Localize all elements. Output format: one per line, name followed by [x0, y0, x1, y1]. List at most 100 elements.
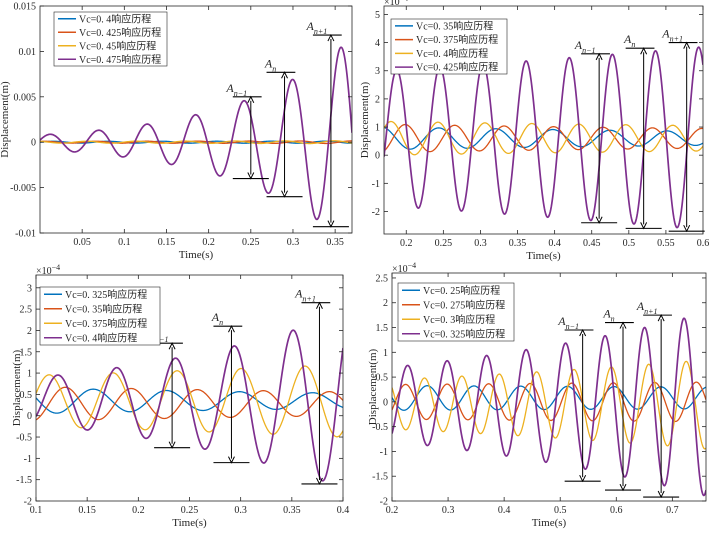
arrowhead-up	[619, 321, 627, 329]
plot-frame	[383, 5, 704, 235]
series-line-4	[392, 317, 706, 497]
y-axis-title: Displacement(m)	[367, 348, 379, 425]
x-tick-label: 0.2	[202, 237, 215, 248]
x-tick-label: 0.6	[610, 505, 623, 516]
y-axis-title: Displacement(m)	[11, 349, 23, 426]
series-line-2	[384, 123, 703, 153]
y-tick-label: -1	[24, 454, 32, 465]
x-tick-label: 0.5	[554, 505, 567, 516]
x-tick-label: 0.3	[442, 505, 455, 516]
legend-box	[39, 286, 161, 346]
x-tick-label: 0.35	[283, 505, 301, 516]
legend-entry-label: Vc=0. 325响应历程	[65, 288, 147, 301]
arrowhead-up	[683, 41, 691, 49]
x-tick-label: 0.15	[78, 505, 96, 516]
y-tick-label: 0	[31, 138, 36, 149]
legend-entry-label: Vc=0. 275响应历程	[423, 298, 505, 311]
y-axis-title: Displacement(m)	[0, 81, 11, 158]
y-tick-label: 0.5	[20, 390, 33, 401]
amplitude-label: An+1	[306, 19, 328, 36]
series-line-1	[36, 388, 343, 414]
x-axis-title: Time(s)	[526, 250, 561, 262]
y-tick-label: 2.5	[376, 273, 389, 284]
y-tick-label: -2	[372, 207, 380, 218]
x-tick-label: 0.7	[666, 505, 679, 516]
legend-entry-label: Vc=0. 25响应历程	[423, 284, 500, 297]
x-tick-label: 0.3	[287, 237, 300, 248]
arrowhead-down	[657, 490, 665, 499]
series-line-4	[40, 46, 352, 221]
arrowhead-down	[316, 477, 323, 486]
y-tick-label: 4	[375, 38, 380, 49]
legend-entry-label: Vc=0. 3响应历程	[423, 313, 495, 326]
chart-panel-3: An−1AnAn+10.10.150.20.250.30.350.4-2-1.5…	[11, 263, 349, 529]
amplitude-label: An	[623, 32, 635, 49]
amplitude-label: An−1	[557, 314, 579, 331]
arrowhead-down	[595, 216, 603, 224]
plot-frame	[39, 5, 353, 234]
arrowhead-down	[228, 456, 235, 464]
chart-panel-4: An−1 An An+1 0.2 0.3 0.4 0.5 0.6 0.7 -2 -1.5 -1 -0.5…	[367, 261, 707, 529]
legend-box	[53, 11, 168, 67]
y-tick-label: 0	[383, 397, 388, 408]
legend-entry-label: Vc=0. 35响应历程	[416, 19, 493, 32]
x-tick-label: 0.4	[548, 238, 561, 249]
y-tick-label: -1.5	[16, 475, 32, 486]
amplitude-label: An	[602, 307, 614, 324]
legend-entry-label: Vc=0. 375响应历程	[65, 317, 147, 330]
legend-entry-label: Vc=0. 4响应历程	[79, 12, 151, 25]
x-tick-label: 0.55	[657, 238, 675, 249]
arrowhead-up	[579, 328, 587, 337]
y-tick-label: 0.015	[14, 2, 37, 13]
amplitude-marker-1: An−1	[225, 81, 269, 180]
amplitude-label: An+1	[636, 299, 658, 316]
series-line-3	[40, 140, 352, 145]
arrowhead-up	[316, 301, 323, 309]
x-tick-label: 0.1	[118, 237, 131, 248]
y-tick-label: -0.01	[15, 229, 36, 240]
legend-entry-label: Vc=0. 45响应历程	[79, 39, 156, 52]
legend-entry-label: Vc=0. 475响应历程	[79, 53, 161, 66]
y-tick-label: -0.005	[10, 183, 36, 194]
arrowhead-down	[683, 224, 691, 233]
arrowhead-up	[228, 325, 235, 333]
chart-panel-2: An−1 An An+1 0.2 0.25 0.3 0.35 0.4 0.45 0.5 0.55 0.…	[359, 0, 709, 262]
legend-box	[397, 282, 515, 342]
y-tick-label: 0	[375, 151, 380, 162]
arrowhead-up	[327, 33, 335, 42]
y-tick-label: 2	[383, 298, 388, 309]
x-axis-title: Time(s)	[172, 517, 207, 529]
arrowhead-down	[619, 483, 627, 492]
y-tick-label: -1	[372, 179, 380, 190]
y-tick-label: -2	[380, 497, 388, 508]
x-tick-label: 0.25	[435, 238, 453, 249]
arrowhead-up	[168, 342, 176, 350]
chart-panel-1: An−1 An An+1 0.05 0.1 0.15 0.2 0.25 0.3 0.35 -0.01…	[0, 2, 353, 261]
y-tick-label: 1.5	[20, 347, 33, 358]
series-line-4	[36, 329, 343, 482]
x-tick-label: 0.05	[73, 237, 91, 248]
x-tick-label: 0.25	[242, 237, 260, 248]
y-tick-label: 2	[375, 94, 380, 105]
legend-entry-label: Vc=0. 425响应历程	[416, 61, 498, 74]
arrowhead-down	[579, 474, 587, 483]
y-tick-label: -0.5	[16, 433, 32, 444]
y-tick-label: -1.5	[372, 472, 388, 483]
x-tick-label: 0.2	[386, 505, 399, 516]
amplitude-marker-2: An	[264, 56, 303, 198]
legend-entry-label: Vc=0. 4响应历程	[65, 331, 137, 344]
series-line-3	[384, 120, 703, 156]
x-tick-label: 0.2	[132, 505, 145, 516]
x-tick-label: 0.3	[234, 505, 247, 516]
plot-frame	[391, 272, 707, 502]
x-tick-label: 0.4	[498, 505, 511, 516]
y-tick-label: -1	[380, 447, 388, 458]
arrowhead-down	[168, 441, 176, 449]
y-tick-label: 3	[375, 66, 380, 77]
x-tick-label: 0.25	[181, 505, 199, 516]
x-tick-label: 0.1	[30, 505, 43, 516]
